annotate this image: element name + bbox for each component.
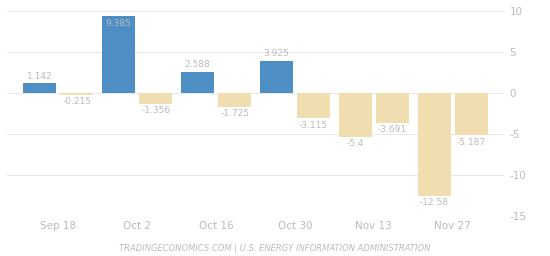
Bar	[218, 93, 251, 107]
Text: -0.215: -0.215	[62, 97, 91, 106]
Text: -1.356: -1.356	[141, 106, 170, 115]
Bar	[376, 93, 409, 123]
Text: 2.588: 2.588	[185, 60, 210, 69]
Text: -3.115: -3.115	[299, 121, 328, 130]
Text: 9.385: 9.385	[106, 19, 131, 28]
Text: -5.4: -5.4	[346, 140, 364, 148]
Text: 1.142: 1.142	[27, 72, 52, 81]
Text: -1.725: -1.725	[220, 109, 249, 118]
Bar	[455, 93, 488, 135]
Text: -3.691: -3.691	[378, 125, 407, 134]
Bar	[339, 93, 372, 137]
Bar	[297, 93, 330, 118]
Text: TRADINGECONOMICS.COM | U.S. ENERGY INFORMATION ADMINISTRATION: TRADINGECONOMICS.COM | U.S. ENERGY INFOR…	[119, 244, 431, 253]
Bar	[260, 61, 293, 93]
Text: -5.187: -5.187	[456, 138, 486, 147]
Text: -12.58: -12.58	[420, 198, 449, 207]
Bar	[181, 72, 214, 93]
Bar	[417, 93, 451, 196]
Bar	[139, 93, 172, 104]
Bar	[60, 93, 94, 94]
Bar	[102, 16, 135, 93]
Bar	[23, 83, 56, 93]
Text: 3.925: 3.925	[263, 49, 289, 58]
